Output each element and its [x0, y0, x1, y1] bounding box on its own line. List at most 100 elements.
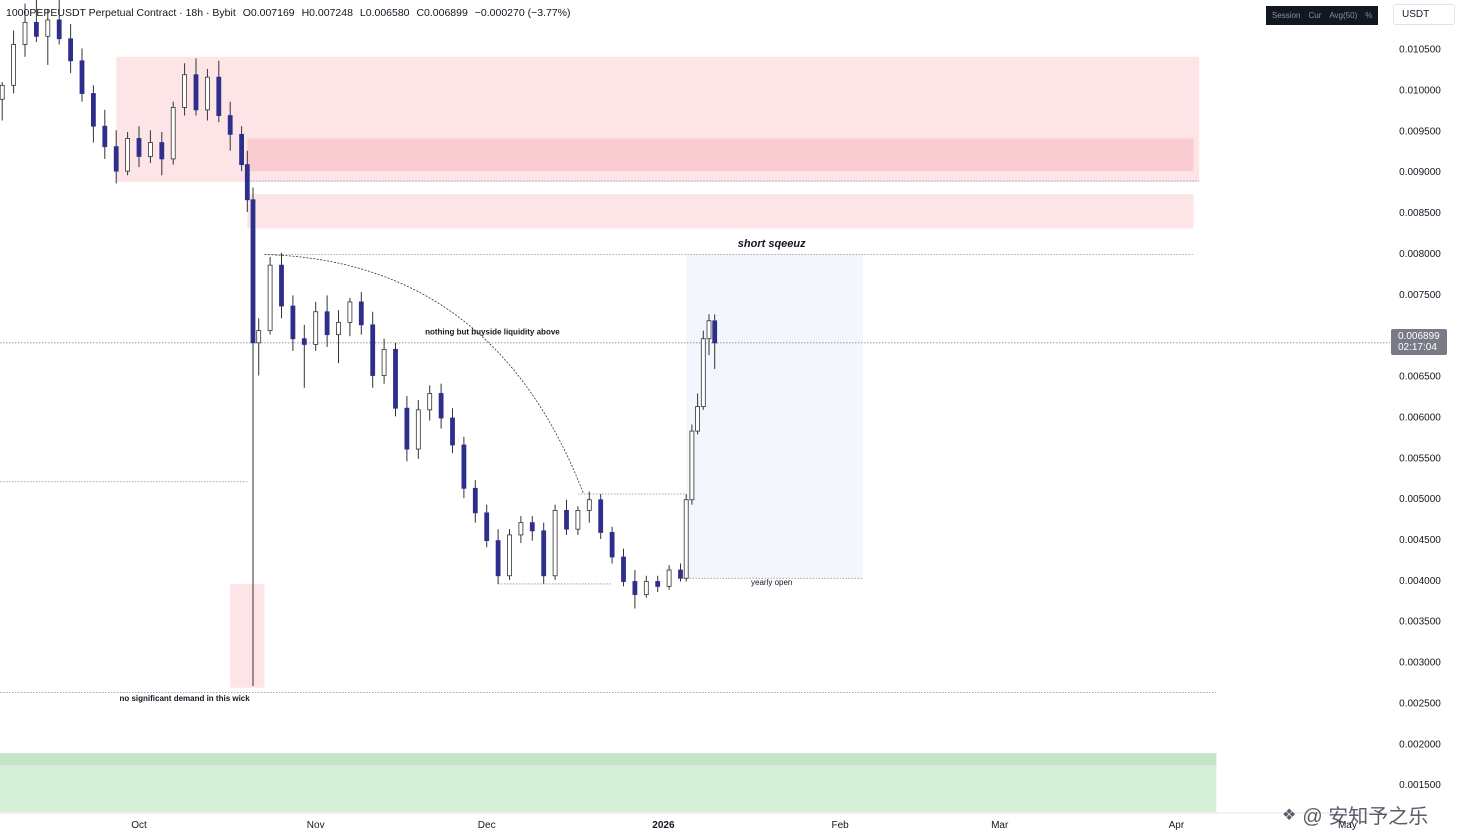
candle-body — [655, 581, 661, 587]
currency-selector[interactable]: USDT — [1393, 4, 1455, 25]
watermark-text: @ 安知予之乐 — [1302, 806, 1429, 828]
avg-toggle[interactable]: Avg(50) — [1329, 11, 1358, 20]
candle-body — [695, 406, 700, 432]
open-value: O0.007169 — [242, 7, 295, 19]
time-tick-label: May — [1338, 820, 1357, 831]
annotation-label: nothing but buyside liquidity above — [425, 328, 560, 337]
curve-layer — [264, 254, 584, 495]
candle-body — [136, 138, 142, 157]
price-tick-label: 0.006500 — [1399, 372, 1441, 383]
candle-body — [279, 264, 284, 307]
candle-body — [427, 393, 433, 411]
candle-body — [45, 19, 51, 37]
candle-body — [347, 301, 353, 323]
symbol-title[interactable]: 1000PEPEUSDT Perpetual Contract · 18h · … — [6, 7, 236, 19]
candle-body — [712, 320, 718, 344]
candle-body — [244, 164, 250, 201]
close-value: C0.006899 — [416, 7, 468, 19]
price-tick-label: 0.008500 — [1399, 208, 1441, 219]
candle-body — [381, 348, 387, 376]
candle-body — [678, 569, 683, 579]
candle-body — [621, 556, 626, 582]
candle-body — [22, 21, 28, 45]
last-price-tag: 0.006899 02:17:04 — [1391, 329, 1447, 355]
annotation-label: short sqeeuz — [738, 238, 806, 250]
candle-body — [461, 444, 467, 489]
supply-inner-zone — [247, 138, 1194, 172]
candle-body — [609, 532, 615, 558]
price-tick-label: 0.010500 — [1399, 45, 1441, 56]
price-tick-label: 0.009000 — [1399, 167, 1441, 178]
candle-body — [598, 499, 604, 533]
candle-body — [91, 93, 96, 127]
candle-body — [113, 146, 119, 172]
candle-body — [689, 430, 695, 501]
annotation-label: no significant demand in this wick — [119, 694, 250, 703]
time-tick-label: Apr — [1169, 820, 1185, 831]
candle-body — [56, 19, 62, 40]
last-price: 0.006899 — [1398, 331, 1440, 342]
candle-body — [706, 320, 712, 340]
candle-body — [541, 530, 547, 577]
time-tick-label: Oct — [131, 820, 147, 831]
candle-body — [193, 74, 199, 111]
price-tick-label: 0.003500 — [1399, 617, 1441, 628]
candle-body — [301, 338, 307, 345]
candle-body — [518, 522, 524, 536]
candles-layer — [0, 0, 718, 687]
liquidity-curve — [264, 254, 584, 495]
candle-body — [404, 407, 410, 450]
low-value: L0.006580 — [359, 7, 410, 19]
time-tick-label: Mar — [991, 820, 1009, 831]
volume-profile-toolbar: Session Cur Avg(50) % — [1266, 6, 1379, 25]
candle-body — [313, 311, 319, 345]
price-tick-label: 0.004500 — [1399, 535, 1441, 546]
candle-body — [290, 305, 296, 340]
candle-body — [204, 76, 210, 111]
supply-zone — [247, 194, 1194, 229]
candle-body — [666, 569, 672, 587]
price-tick-label: 0.009500 — [1399, 126, 1441, 137]
price-tick-label: 0.001500 — [1399, 780, 1441, 791]
candle-body — [358, 301, 364, 326]
candle-body — [586, 499, 592, 511]
time-axis: Oct Nov Dec 2026 Feb Mar Apr May — [0, 812, 1390, 831]
bar-countdown: 02:17:04 — [1398, 342, 1437, 353]
candle-body — [643, 581, 649, 595]
price-tick-label: 0.010000 — [1399, 85, 1441, 96]
symbol-header: 1000PEPEUSDT Perpetual Contract · 18h · … — [6, 7, 575, 19]
price-tick-label: 0.002500 — [1399, 698, 1441, 709]
candle-body — [415, 409, 421, 450]
candle-body — [79, 60, 85, 94]
percent-toggle[interactable]: % — [1365, 11, 1373, 20]
candle-body — [552, 509, 558, 577]
candle-body — [484, 512, 490, 542]
candle-body — [575, 509, 581, 530]
candle-body — [700, 338, 706, 407]
cur-toggle[interactable]: Cur — [1308, 11, 1322, 20]
candle-body — [529, 522, 535, 532]
price-tick-label: 0.005000 — [1399, 494, 1441, 505]
candle-body — [216, 76, 222, 116]
candle-body — [125, 138, 130, 172]
candle-body — [370, 324, 376, 376]
price-tick-label: 0.004000 — [1399, 576, 1441, 587]
watermark: ❖ @ 安知予之乐 — [1282, 800, 1428, 829]
price-tick-label: 0.002000 — [1399, 739, 1441, 750]
session-toggle[interactable]: Session — [1272, 11, 1301, 20]
candle-body — [564, 509, 569, 530]
projection-zone — [686, 254, 863, 579]
price-axis: 0.010500 0.010000 0.009500 0.009000 0.008500… — [1399, 45, 1441, 792]
candle-body — [182, 74, 188, 108]
candle-body — [159, 142, 165, 160]
candle-body — [267, 264, 273, 331]
candle-body — [393, 348, 398, 409]
currency-label: USDT — [1402, 9, 1430, 20]
price-tick-label: 0.007500 — [1399, 290, 1441, 301]
candle-body — [507, 534, 512, 577]
candle-body — [632, 581, 638, 595]
high-value: H0.007248 — [301, 7, 353, 19]
price-tick-label: 0.006000 — [1399, 412, 1441, 423]
